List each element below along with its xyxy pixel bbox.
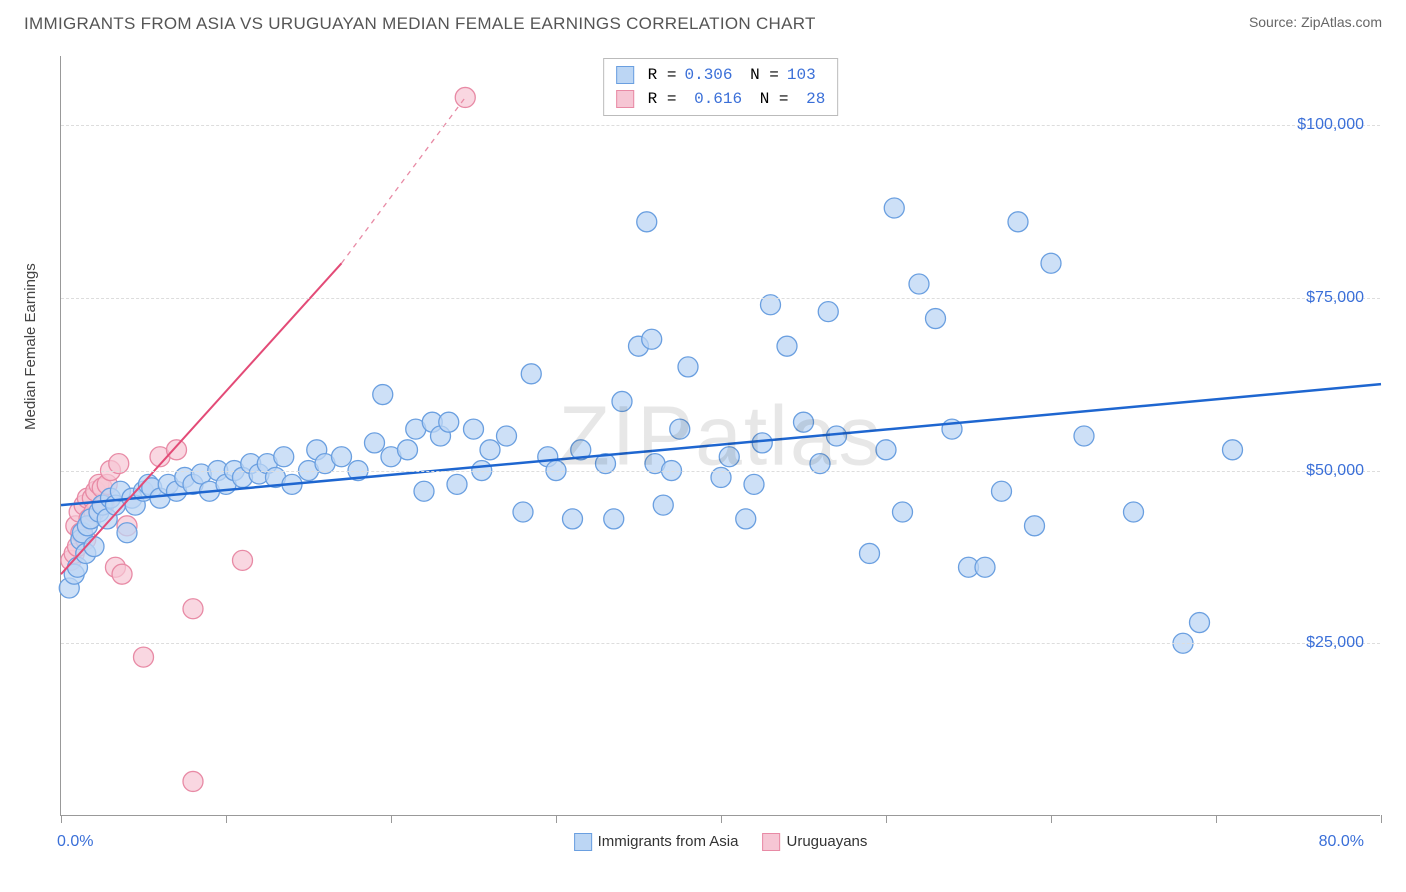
x-tick: [391, 815, 392, 823]
data-point: [1025, 516, 1045, 536]
data-point: [876, 440, 896, 460]
data-point: [719, 447, 739, 467]
data-point: [893, 502, 913, 522]
stats-n-uruguay: 28: [797, 87, 826, 111]
data-point: [233, 550, 253, 570]
data-point: [653, 495, 673, 515]
gridline: [61, 643, 1380, 644]
data-point: [909, 274, 929, 294]
data-point: [521, 364, 541, 384]
stats-n-asia: 103: [787, 63, 816, 87]
data-point: [670, 419, 690, 439]
data-point: [744, 474, 764, 494]
data-point: [1124, 502, 1144, 522]
data-point: [860, 543, 880, 563]
data-point: [975, 557, 995, 577]
swatch-asia-icon: [574, 833, 592, 851]
data-point: [332, 447, 352, 467]
data-point: [1223, 440, 1243, 460]
data-point: [1190, 613, 1210, 633]
data-point: [134, 647, 154, 667]
x-tick: [61, 815, 62, 823]
data-point: [117, 523, 137, 543]
data-point: [678, 357, 698, 377]
x-tick: [886, 815, 887, 823]
stats-r-asia: 0.306: [684, 63, 732, 87]
regression-line: [61, 263, 342, 574]
scatter-svg: [61, 56, 1380, 815]
data-point: [1074, 426, 1094, 446]
data-point: [365, 433, 385, 453]
x-min-label: 0.0%: [57, 833, 93, 851]
data-point: [926, 309, 946, 329]
data-point: [497, 426, 517, 446]
data-point: [752, 433, 772, 453]
data-point: [447, 474, 467, 494]
data-point: [1041, 253, 1061, 273]
gridline: [61, 125, 1380, 126]
source-label: Source: ZipAtlas.com: [1249, 14, 1382, 30]
data-point: [167, 440, 187, 460]
data-point: [612, 391, 632, 411]
chart-title: IMMIGRANTS FROM ASIA VS URUGUAYAN MEDIAN…: [24, 14, 816, 34]
bottom-legend: Immigrants from Asia Uruguayans: [574, 833, 868, 851]
data-point: [464, 419, 484, 439]
data-point: [112, 564, 132, 584]
stats-r-label: R =: [648, 63, 677, 87]
x-tick: [721, 815, 722, 823]
data-point: [736, 509, 756, 529]
stats-row-asia: R = 0.306 N = 103: [616, 63, 826, 87]
y-tick-label: $50,000: [1306, 462, 1364, 480]
data-point: [439, 412, 459, 432]
data-point: [818, 302, 838, 322]
data-point: [513, 502, 533, 522]
data-point: [398, 440, 418, 460]
regression-line: [342, 97, 466, 263]
y-tick-label: $25,000: [1306, 634, 1364, 652]
data-point: [992, 481, 1012, 501]
data-point: [637, 212, 657, 232]
y-axis-label: Median Female Earnings: [22, 263, 39, 430]
swatch-asia-icon: [616, 66, 634, 84]
x-tick: [1216, 815, 1217, 823]
data-point: [604, 509, 624, 529]
data-point: [563, 509, 583, 529]
swatch-uruguay-icon: [762, 833, 780, 851]
chart-plot-area: ZIPatlas R = 0.306 N = 103 R = 0.616 N =…: [60, 56, 1380, 816]
data-point: [183, 599, 203, 619]
stats-legend-box: R = 0.306 N = 103 R = 0.616 N = 28: [603, 58, 839, 116]
data-point: [1008, 212, 1028, 232]
x-tick: [1051, 815, 1052, 823]
gridline: [61, 471, 1380, 472]
y-tick-label: $100,000: [1297, 116, 1364, 134]
legend-label-asia: Immigrants from Asia: [598, 833, 739, 850]
stats-n-label: N =: [750, 87, 788, 111]
x-max-label: 80.0%: [1319, 833, 1364, 851]
legend-item-uruguay: Uruguayans: [762, 833, 867, 851]
swatch-uruguay-icon: [616, 90, 634, 108]
data-point: [480, 440, 500, 460]
y-tick-label: $75,000: [1306, 289, 1364, 307]
data-point: [827, 426, 847, 446]
x-tick: [226, 815, 227, 823]
x-tick: [1381, 815, 1382, 823]
legend-label-uruguay: Uruguayans: [786, 833, 867, 850]
data-point: [777, 336, 797, 356]
data-point: [884, 198, 904, 218]
stats-n-label: N =: [741, 63, 779, 87]
stats-r-label: R =: [648, 87, 677, 111]
stats-r-uruguay: 0.616: [684, 87, 742, 111]
legend-item-asia: Immigrants from Asia: [574, 833, 739, 851]
data-point: [274, 447, 294, 467]
stats-row-uruguay: R = 0.616 N = 28: [616, 87, 826, 111]
x-tick: [556, 815, 557, 823]
gridline: [61, 298, 1380, 299]
data-point: [373, 385, 393, 405]
data-point: [794, 412, 814, 432]
data-point: [183, 771, 203, 791]
data-point: [642, 329, 662, 349]
data-point: [414, 481, 434, 501]
